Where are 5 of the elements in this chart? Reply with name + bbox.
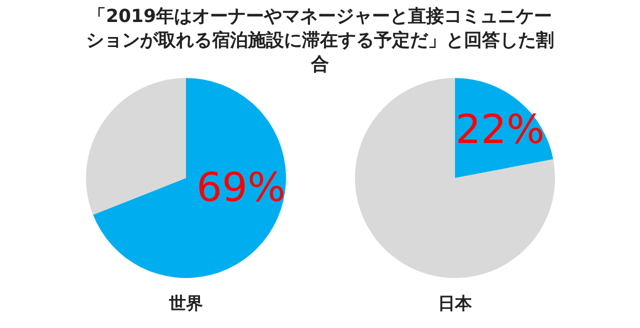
text: 日本 (438, 294, 473, 314)
data-label: 69% (196, 165, 286, 211)
data-label: 22% (456, 107, 544, 153)
chart-title: 「2019年はオーナーやマネージャーと直接コミュニケーションが取れる宿泊施設に滞在する予定だ」と回答した割合 (86, 6, 554, 75)
text: 世界 (168, 294, 203, 314)
